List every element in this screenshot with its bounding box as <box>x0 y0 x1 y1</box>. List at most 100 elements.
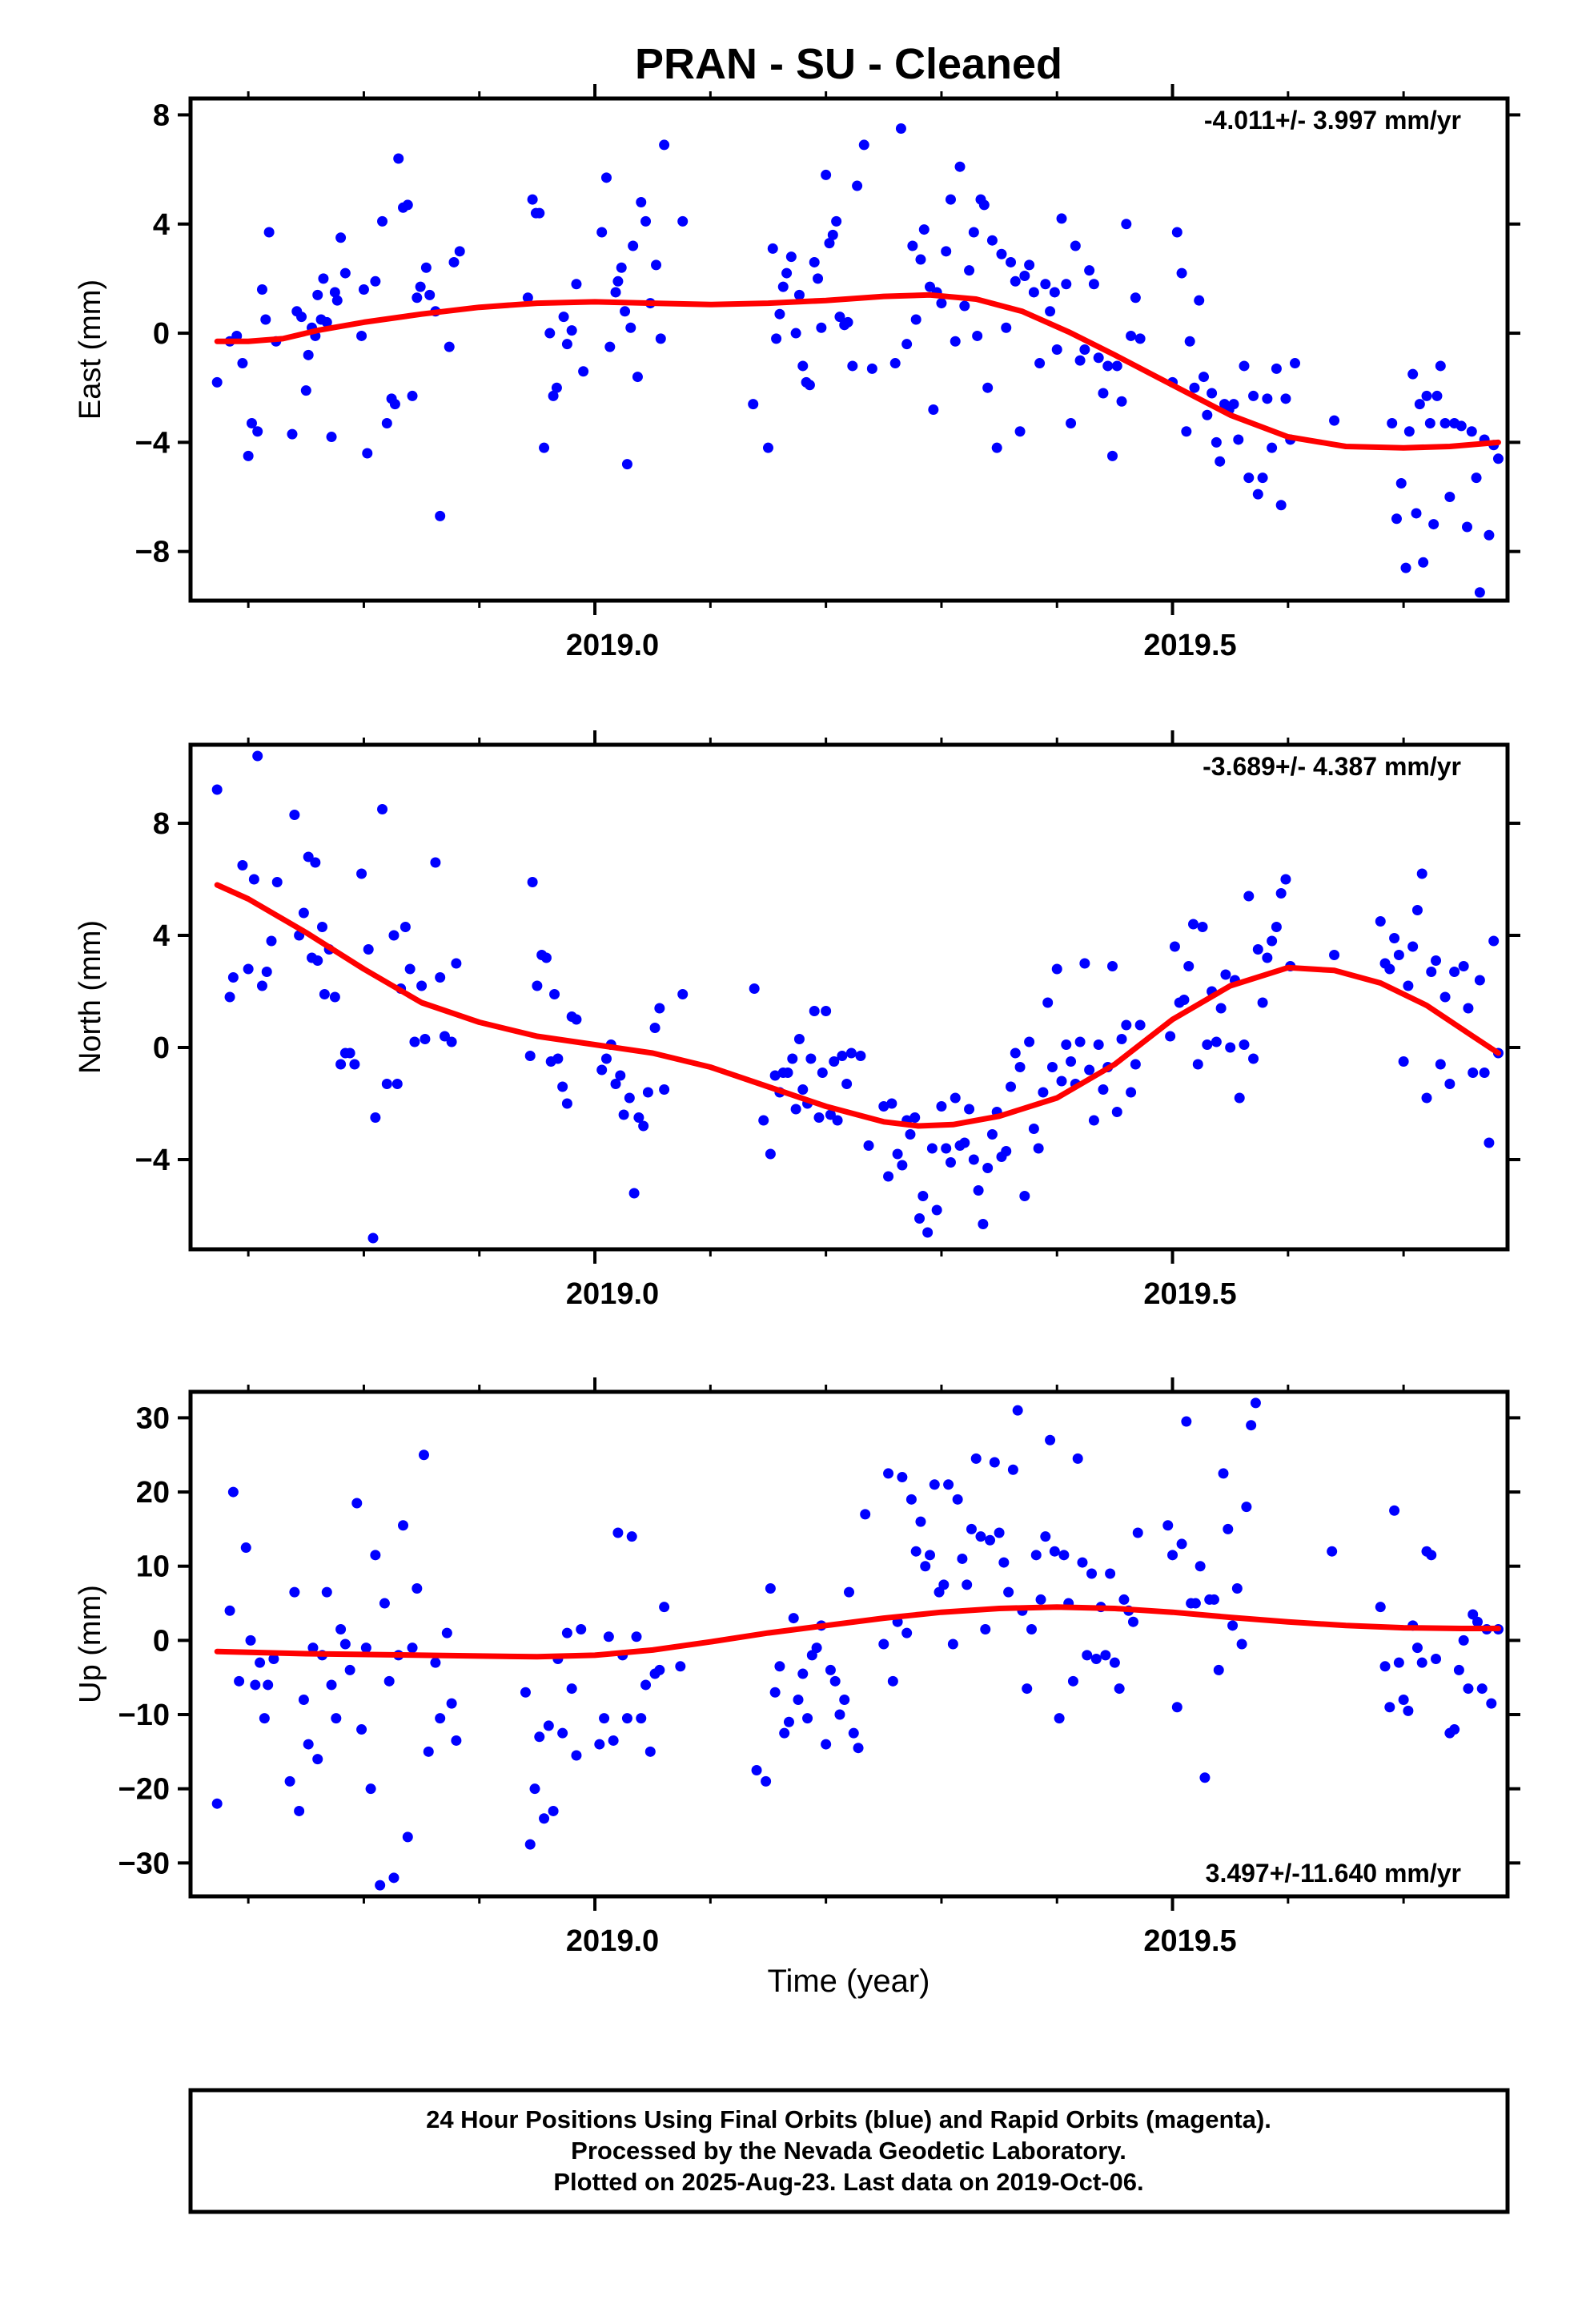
east-data-point <box>659 139 670 151</box>
east-data-point <box>1424 418 1435 429</box>
north-data-point <box>633 1112 644 1123</box>
east-data-point <box>402 199 413 211</box>
east-data-point <box>1262 393 1273 404</box>
north-data-point <box>367 1232 379 1244</box>
north-data-point <box>1093 1039 1104 1050</box>
east-data-point <box>936 298 947 309</box>
up-data-point <box>901 1627 913 1638</box>
north-data-point <box>1183 961 1195 971</box>
north-data-point <box>1046 1062 1058 1072</box>
east-data-point <box>781 267 793 279</box>
east-data-point <box>1444 492 1456 503</box>
north-data-point <box>1178 995 1190 1005</box>
up-data-point <box>298 1694 309 1705</box>
east-data-point <box>842 316 853 328</box>
up-data-point <box>966 1523 977 1534</box>
up-data-point <box>211 1798 223 1809</box>
north-data-point <box>782 1068 793 1078</box>
east-data-point <box>358 284 369 296</box>
footer-line-2: Processed by the Nevada Geodetic Laborat… <box>571 2137 1126 2165</box>
north-data-point <box>1435 1059 1446 1070</box>
north-data-point <box>312 955 323 966</box>
north-data-point <box>1431 955 1442 966</box>
north-ytick-label: 0 <box>153 1031 170 1065</box>
up-data-point <box>603 1631 614 1642</box>
up-data-point <box>1077 1557 1088 1568</box>
up-data-point <box>920 1561 931 1572</box>
north-data-point <box>600 1053 612 1064</box>
east-data-point <box>1121 219 1132 230</box>
east-data-point <box>578 366 589 377</box>
up-data-point <box>1176 1538 1187 1550</box>
north-data-point <box>335 1059 347 1070</box>
north-data-point <box>931 1204 942 1216</box>
up-data-point <box>1007 1464 1018 1475</box>
east-data-point <box>1006 256 1017 267</box>
east-data-point <box>1271 363 1282 374</box>
north-data-point <box>909 1112 921 1123</box>
north-data-point <box>1056 1076 1067 1087</box>
north-data-point <box>435 972 446 983</box>
up-data-point <box>975 1531 986 1542</box>
up-data-point <box>853 1743 864 1754</box>
up-data-point <box>1246 1420 1257 1431</box>
east-data-point <box>393 153 404 164</box>
up-data-point <box>980 1623 991 1634</box>
east-data-point <box>827 229 838 240</box>
east-data-point <box>1189 382 1200 393</box>
north-data-point <box>298 907 309 919</box>
east-data-point <box>1107 450 1118 461</box>
up-data-point <box>412 1583 423 1594</box>
north-data-point <box>451 958 462 969</box>
north-data-point <box>1275 888 1287 899</box>
up-data-point <box>451 1735 462 1746</box>
north-data-point <box>1426 967 1437 977</box>
up-data-point <box>612 1527 624 1538</box>
east-data-point <box>612 275 624 287</box>
east-data-point <box>1056 213 1067 224</box>
east-data-point <box>339 267 351 279</box>
north-fit-curve <box>214 882 1501 1129</box>
north-data-point <box>532 980 543 991</box>
east-data-point <box>1421 390 1432 401</box>
north-data-point <box>1188 919 1199 930</box>
east-panel: −8 −4 0 4 8 2019.0 2019.5 East (mm) -4.011+/- 3.… <box>74 84 1520 662</box>
east-data-point <box>804 380 815 391</box>
north-data-point <box>1028 1124 1039 1134</box>
up-data-point <box>1162 1520 1174 1531</box>
east-data-point <box>287 428 298 440</box>
up-data-point <box>844 1586 854 1598</box>
east-data-point <box>326 432 337 443</box>
east-data-point <box>895 123 906 134</box>
north-data-point <box>1384 963 1395 975</box>
north-data-point <box>1010 1047 1021 1059</box>
east-data-point <box>1066 418 1077 429</box>
up-data-point <box>938 1579 950 1590</box>
north-data-point <box>1444 1079 1456 1089</box>
east-data-point <box>558 312 569 323</box>
north-data-point <box>1088 1115 1099 1126</box>
east-data-point <box>548 390 559 401</box>
up-data-point <box>883 1468 894 1479</box>
east-data-point <box>1474 587 1485 598</box>
east-data-point <box>901 339 913 350</box>
north-data-point <box>1220 969 1231 980</box>
up-ytick-label: 0 <box>153 1624 170 1658</box>
up-data-point <box>626 1531 637 1542</box>
up-y-axis-label: Up (mm) <box>74 1585 107 1703</box>
north-data-point <box>1107 961 1118 971</box>
east-ytick-label: −8 <box>135 536 170 569</box>
north-data-point <box>391 1079 403 1089</box>
north-data-point <box>416 980 428 991</box>
north-data-point <box>941 1143 952 1154</box>
north-data-point <box>527 877 538 887</box>
east-data-point <box>256 284 267 296</box>
east-data-point <box>296 312 307 323</box>
east-data-point <box>640 215 652 227</box>
east-data-point <box>1400 562 1411 573</box>
north-data-point <box>430 857 441 868</box>
up-data-point <box>543 1720 554 1731</box>
east-data-point <box>1407 368 1419 380</box>
north-data-point <box>446 1036 457 1047</box>
north-data-point <box>540 952 552 963</box>
